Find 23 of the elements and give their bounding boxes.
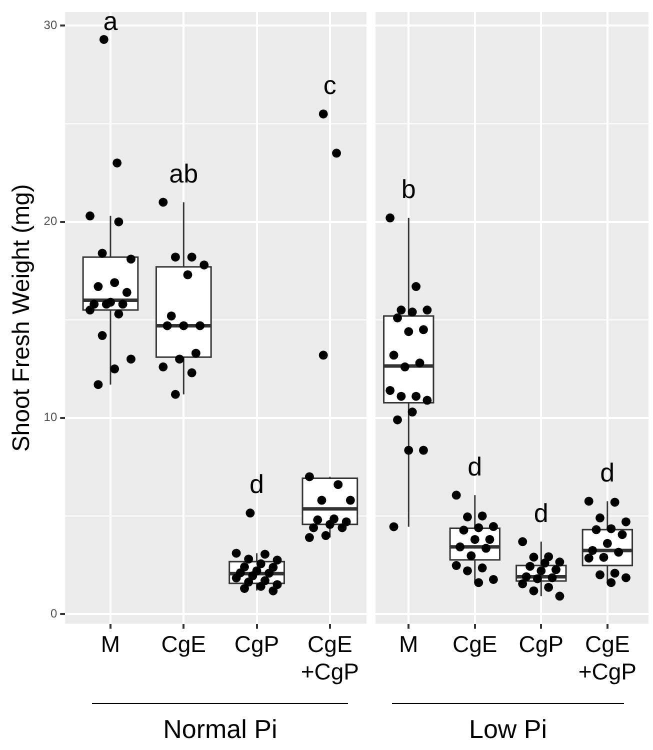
x-tick-label: M (399, 630, 418, 657)
x-tick-label: CgE (161, 630, 206, 657)
x-tick-label: CgE +CgP (300, 630, 360, 685)
annotation: c (323, 70, 336, 100)
y-tick-label: 20 (44, 214, 58, 228)
annotation: d (250, 469, 264, 500)
y-tick-label: 0 (50, 606, 58, 620)
annotation: a (103, 6, 118, 36)
y-tick-label: 10 (44, 410, 58, 424)
x-axis-title: Low Pi (468, 714, 548, 745)
annotation: d (600, 457, 615, 488)
annotation: ab (169, 158, 198, 188)
annotation: d (534, 498, 548, 528)
y-axis-title: Shoot Fresh Weight (mg) (8, 184, 36, 452)
x-tick-label: CgP (518, 630, 564, 657)
x-tick-label: CgE (452, 630, 498, 657)
x-axis-title: Normal Pi (162, 714, 278, 745)
annotation: b (401, 174, 416, 204)
annotation: d (468, 451, 482, 482)
x-tick-label: M (100, 630, 120, 657)
x-tick-label: CgE +CgP (578, 630, 637, 685)
y-tick-label: 30 (44, 18, 58, 32)
x-tick-label: CgP (234, 630, 280, 657)
